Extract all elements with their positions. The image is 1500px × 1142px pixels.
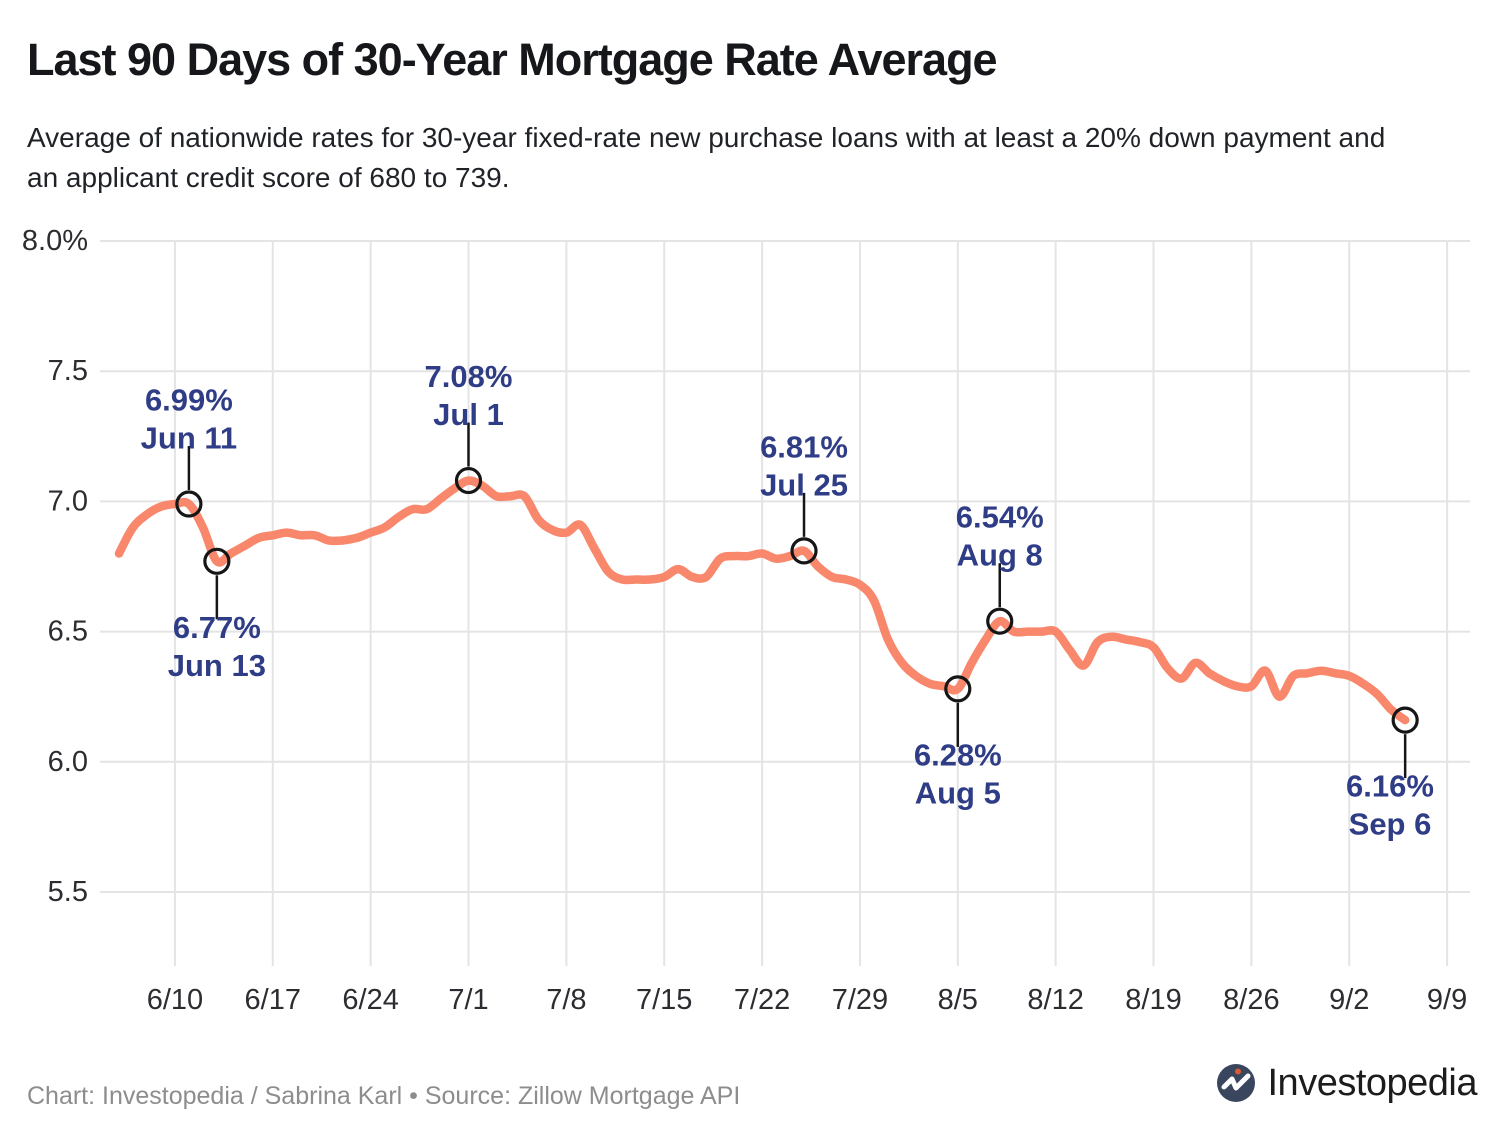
x-axis-tick-label: 8/12 bbox=[1027, 984, 1083, 1016]
annotation-value-label: 6.16% bbox=[1346, 769, 1434, 804]
chart-title: Last 90 Days of 30-Year Mortgage Rate Av… bbox=[27, 34, 998, 85]
annotation-date-label: Jun 13 bbox=[168, 648, 266, 683]
y-axis-tick-label: 7.0 bbox=[48, 485, 88, 517]
y-axis-tick-label: 6.0 bbox=[48, 746, 88, 778]
annotation-marker bbox=[944, 675, 972, 703]
annotation-value-label: 6.99% bbox=[145, 383, 233, 418]
x-axis-tick-label: 6/24 bbox=[342, 984, 398, 1016]
y-axis-tick-label: 7.5 bbox=[48, 355, 88, 387]
x-axis-tick-label: 7/29 bbox=[832, 984, 888, 1016]
x-axis-tick-label: 7/15 bbox=[636, 984, 692, 1016]
x-axis-tick-label: 9/2 bbox=[1329, 984, 1369, 1016]
x-axis-tick-label: 6/10 bbox=[147, 984, 203, 1016]
annotation-date-label: Jul 1 bbox=[433, 397, 504, 432]
x-axis-tick-label: 7/1 bbox=[448, 984, 488, 1016]
x-axis-tick-label: 8/5 bbox=[938, 984, 978, 1016]
annotation-value-label: 7.08% bbox=[425, 359, 513, 394]
y-axis-tick-label: 5.5 bbox=[48, 876, 88, 908]
annotation-date-label: Jun 11 bbox=[141, 421, 238, 456]
annotation-marker bbox=[790, 537, 818, 565]
annotation-date-label: Jul 25 bbox=[760, 467, 848, 502]
investopedia-logo-text: Investopedia bbox=[1267, 1062, 1478, 1104]
annotation-value-label: 6.77% bbox=[173, 610, 261, 645]
annotation-marker bbox=[175, 490, 203, 518]
annotation-marker bbox=[1391, 706, 1419, 734]
x-axis-tick-label: 7/8 bbox=[546, 984, 586, 1016]
x-axis-tick-label: 6/17 bbox=[245, 984, 301, 1016]
annotation-marker bbox=[454, 466, 483, 495]
annotation-value-label: 6.54% bbox=[956, 500, 1044, 535]
investopedia-logo: Investopedia bbox=[1214, 1060, 1478, 1106]
investopedia-logo-icon bbox=[1216, 1064, 1255, 1102]
chart-subtitle: Average of nationwide rates for 30-year … bbox=[27, 122, 1386, 193]
rate-line bbox=[114, 476, 1410, 725]
x-axis-tick-label: 8/19 bbox=[1125, 984, 1181, 1016]
annotation-value-label: 6.81% bbox=[760, 429, 848, 464]
y-axis-tick-label: 8.0% bbox=[22, 225, 88, 257]
y-axis-tick-label: 6.5 bbox=[48, 616, 88, 648]
annotation-marker bbox=[203, 547, 231, 575]
annotation-date-label: Aug 8 bbox=[957, 538, 1043, 573]
annotation-marker bbox=[986, 607, 1014, 635]
x-axis-tick-label: 8/26 bbox=[1223, 984, 1279, 1016]
annotation-value-label: 6.28% bbox=[914, 737, 1002, 772]
x-axis-tick-label: 7/22 bbox=[734, 984, 790, 1016]
annotation-date-label: Aug 5 bbox=[915, 775, 1001, 810]
chart-credit: Chart: Investopedia / Sabrina Karl • Sou… bbox=[27, 1082, 741, 1110]
logo-dot bbox=[1234, 1068, 1241, 1075]
annotation-date-label: Sep 6 bbox=[1349, 807, 1432, 842]
x-axis-tick-label: 9/9 bbox=[1427, 984, 1467, 1016]
logo-zigzag bbox=[1221, 1073, 1250, 1091]
